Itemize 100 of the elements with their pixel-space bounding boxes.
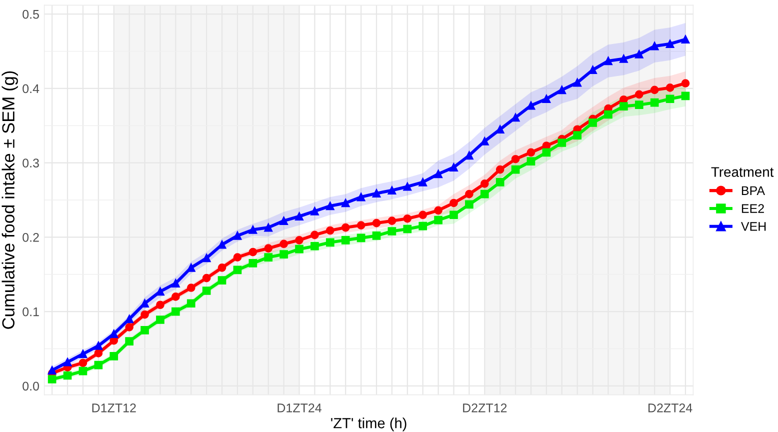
legend-label: EE2 xyxy=(742,204,764,213)
point xyxy=(650,98,659,107)
point xyxy=(310,242,319,250)
point xyxy=(264,223,273,232)
point xyxy=(310,230,319,240)
point xyxy=(233,253,242,262)
point xyxy=(450,163,458,172)
point xyxy=(604,56,612,66)
point xyxy=(280,240,288,248)
point xyxy=(248,259,258,268)
point xyxy=(634,90,644,99)
point xyxy=(156,287,164,296)
point xyxy=(264,244,273,253)
point xyxy=(310,207,319,216)
x-tick-label: D2ZT12 xyxy=(463,404,507,412)
point xyxy=(140,299,149,308)
point xyxy=(125,323,134,332)
point xyxy=(418,222,428,230)
y-tick-label: 0.3 xyxy=(22,158,39,168)
point xyxy=(78,350,88,358)
point xyxy=(171,279,180,288)
point xyxy=(681,79,690,88)
point xyxy=(434,216,442,224)
point xyxy=(171,292,180,301)
point xyxy=(171,307,180,316)
x-axis-title: 'ZT' time (h) xyxy=(331,418,406,432)
point xyxy=(125,314,134,324)
point xyxy=(450,198,458,208)
y-tick-label: 0.5 xyxy=(22,10,39,19)
point xyxy=(110,352,118,360)
point xyxy=(356,221,366,230)
point xyxy=(558,86,566,94)
point xyxy=(403,224,412,234)
point xyxy=(634,50,644,58)
point xyxy=(280,216,288,226)
point xyxy=(341,236,350,244)
point xyxy=(526,157,536,166)
point xyxy=(94,360,103,370)
y-tick-label: 0.2 xyxy=(22,233,39,242)
legend-label: BPA xyxy=(742,186,765,195)
point xyxy=(186,299,196,308)
point xyxy=(465,200,474,209)
point xyxy=(156,316,164,324)
point xyxy=(620,102,628,110)
point xyxy=(372,218,381,228)
point xyxy=(526,101,536,110)
x-tick-label: D1ZT12 xyxy=(92,404,136,412)
point xyxy=(326,226,334,235)
point xyxy=(388,227,396,236)
point xyxy=(48,366,56,374)
point xyxy=(63,358,72,366)
point xyxy=(356,192,366,202)
point xyxy=(202,254,211,262)
point xyxy=(511,154,520,164)
point xyxy=(388,186,396,195)
point xyxy=(48,375,56,384)
point xyxy=(202,274,211,282)
point xyxy=(280,250,288,258)
point xyxy=(295,244,304,254)
point xyxy=(650,86,659,94)
point xyxy=(248,226,258,234)
point xyxy=(526,148,536,157)
point xyxy=(403,182,412,191)
point xyxy=(186,284,196,292)
point xyxy=(666,40,674,48)
point xyxy=(542,94,551,104)
point xyxy=(418,210,428,220)
point xyxy=(666,84,674,92)
point xyxy=(125,337,134,346)
point xyxy=(666,94,674,104)
x-tick-label: D1ZT24 xyxy=(278,404,322,412)
point xyxy=(403,214,412,223)
point xyxy=(218,264,226,272)
point xyxy=(295,212,304,221)
point xyxy=(634,100,644,109)
point xyxy=(388,216,396,226)
point xyxy=(140,310,149,319)
point xyxy=(218,276,226,284)
y-tick-label: 0.0 xyxy=(22,382,39,391)
point xyxy=(372,232,381,240)
point xyxy=(156,300,164,310)
point xyxy=(465,190,474,198)
point xyxy=(326,202,334,210)
point xyxy=(465,151,474,160)
point xyxy=(573,131,582,140)
point xyxy=(480,179,489,188)
point xyxy=(78,366,88,376)
y-tick-label: 0.1 xyxy=(22,307,39,316)
point xyxy=(372,189,381,198)
point xyxy=(650,42,659,50)
point xyxy=(542,148,551,157)
point xyxy=(588,118,597,127)
y-axis-title: Cumulative food intake ± SEM (g) xyxy=(2,71,18,329)
point xyxy=(681,92,690,100)
point xyxy=(264,253,273,262)
point xyxy=(681,35,690,44)
point xyxy=(233,266,242,274)
point xyxy=(202,286,211,295)
point xyxy=(295,236,304,244)
point xyxy=(418,178,428,186)
